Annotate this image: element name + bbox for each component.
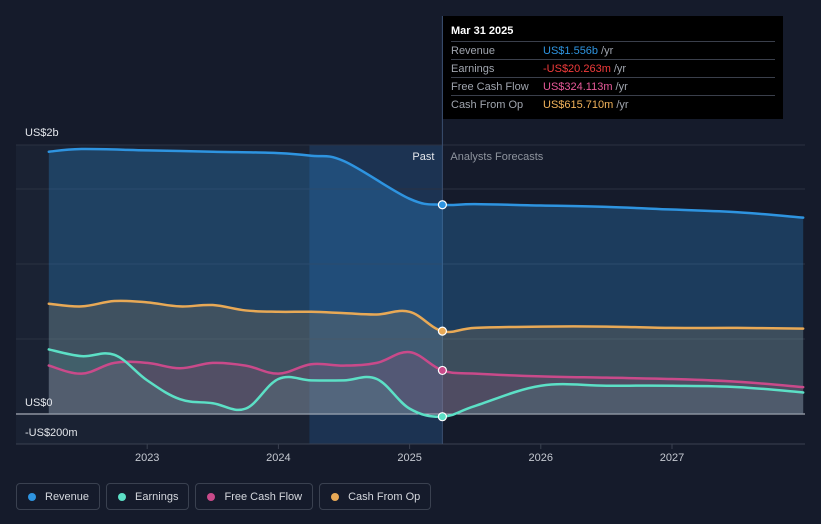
- tooltip-row-value: US$324.113m: [543, 80, 613, 93]
- chart-canvas: US$2b US$0 -US$200m 2023 2024 2025 2026 2027 Pas…: [16, 16, 805, 464]
- tooltip-row-value: US$615.710m: [543, 98, 614, 111]
- y-tick-label: US$0: [25, 397, 53, 409]
- earnings-line: [47, 348, 805, 419]
- x-tick-label: 2024: [266, 452, 290, 464]
- free-cash-flow-marker: [437, 365, 447, 376]
- past-label: Past: [412, 151, 434, 163]
- tooltip-row-label: Revenue: [451, 44, 496, 57]
- free-cash-flow-line: [47, 350, 805, 389]
- earnings-marker: [437, 412, 447, 422]
- x-tick-label: 2027: [660, 452, 684, 464]
- tooltip-row-label: Earnings: [451, 62, 495, 75]
- tooltip-row-unit: /yr: [613, 62, 627, 75]
- tooltip-row: Earnings -US$20.263m/yr: [451, 60, 775, 78]
- legend-dot-icon: [331, 492, 340, 501]
- y-tick-label: -US$200m: [25, 427, 78, 439]
- tooltip-row: Free Cash Flow US$324.113m/yr: [451, 78, 775, 96]
- earnings-area: [48, 349, 804, 417]
- legend-item-free-cash-flow[interactable]: Free Cash Flow: [195, 483, 314, 510]
- tooltip-row-label: Free Cash Flow: [451, 80, 529, 93]
- legend: Revenue Earnings Free Cash Flow Cash From O…: [16, 483, 432, 510]
- cash-from-op-marker: [437, 326, 447, 336]
- tooltip-row-label: Cash From Op: [451, 98, 524, 111]
- legend-dot-icon: [28, 492, 36, 501]
- revenue-line: [47, 147, 805, 219]
- legend-item-cash-from-op[interactable]: Cash From Op: [319, 483, 432, 510]
- legend-item-earnings[interactable]: Earnings: [106, 483, 190, 510]
- highlight-band: [309, 145, 443, 444]
- free-cash-flow-area: [48, 352, 804, 414]
- tooltip-row-unit: /yr: [616, 98, 629, 111]
- tooltip-row-unit: /yr: [601, 44, 614, 57]
- tooltip-row-value: -US$20.263m: [543, 62, 611, 75]
- tooltip-date: Mar 31 2025: [451, 24, 775, 42]
- revenue-area: [48, 149, 804, 414]
- tooltip: Mar 31 2025 Revenue US$1.556b/yr Earnings -…: [443, 16, 783, 119]
- revenue-marker: [437, 200, 447, 210]
- legend-label: Free Cash Flow: [224, 490, 303, 503]
- forecast-label: Analysts Forecasts: [450, 151, 543, 163]
- tooltip-row-value: US$1.556b: [543, 44, 599, 57]
- y-tick-label: US$2b: [25, 127, 59, 139]
- tooltip-row: Cash From Op US$615.710m/yr: [451, 96, 775, 113]
- legend-label: Earnings: [135, 490, 179, 503]
- x-tick-label: 2026: [529, 452, 553, 464]
- legend-dot-icon: [118, 492, 127, 501]
- legend-label: Revenue: [45, 490, 90, 503]
- legend-label: Cash From Op: [348, 490, 421, 503]
- legend-item-revenue[interactable]: Revenue: [16, 483, 101, 510]
- x-tick-label: 2023: [135, 452, 159, 464]
- tooltip-row-unit: /yr: [615, 80, 628, 93]
- legend-dot-icon: [207, 492, 216, 501]
- tooltip-row: Revenue US$1.556b/yr: [451, 42, 775, 60]
- x-tick-label: 2025: [397, 452, 421, 464]
- cash-from-op-line: [47, 299, 805, 334]
